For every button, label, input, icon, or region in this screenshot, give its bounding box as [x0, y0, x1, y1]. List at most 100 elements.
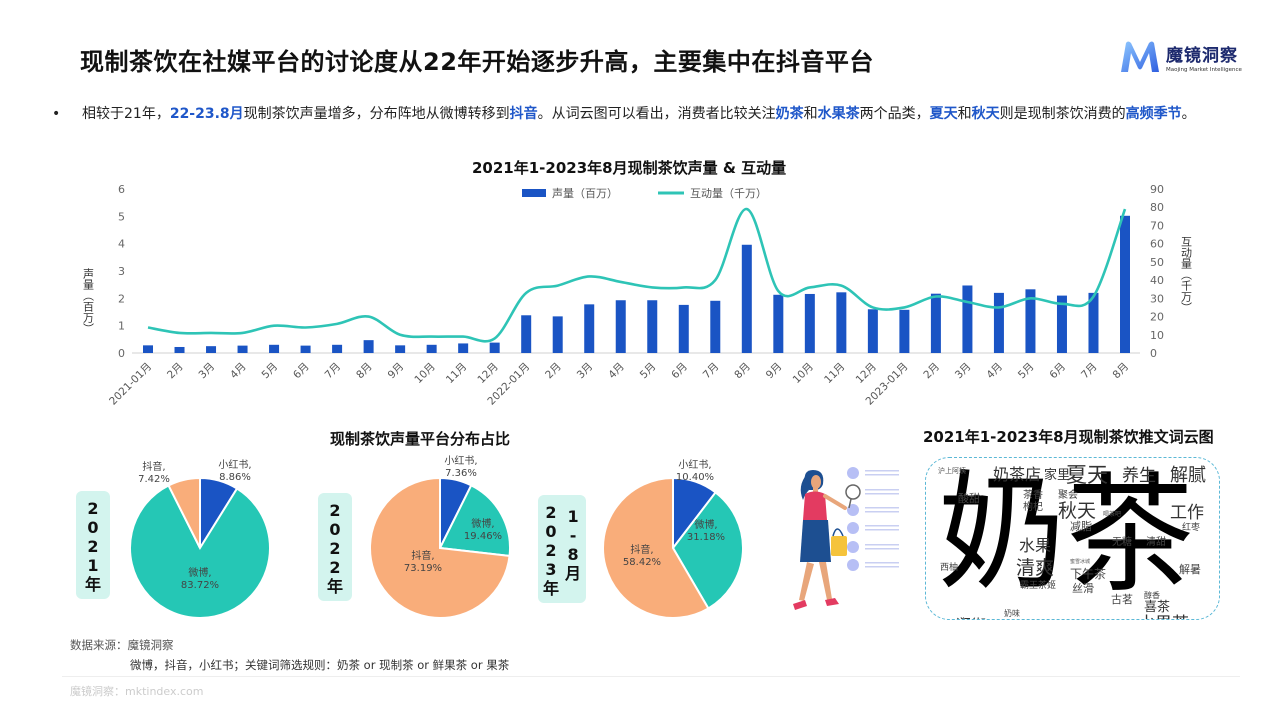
- year-char: 2: [545, 541, 557, 560]
- x-tick-label: 7月: [701, 361, 722, 382]
- wordcloud-word: 夏天: [1066, 463, 1108, 487]
- pie-label-name: 微博,: [471, 517, 494, 530]
- bar: [993, 292, 1004, 353]
- y-tick-label: 3: [118, 265, 125, 278]
- pie-label-value: 7.36%: [445, 468, 477, 479]
- legend-line-label: 互动量（千万）: [690, 187, 767, 200]
- x-tick-label: 10月: [412, 361, 437, 386]
- year-char: 2: [87, 537, 99, 556]
- highlight-keyword: 22-23.8月: [169, 106, 244, 122]
- summary-fragment: 和: [957, 106, 972, 122]
- wordcloud-word: 家里: [1044, 468, 1071, 483]
- wordcloud-word: 酸甜: [958, 492, 980, 505]
- bar: [458, 343, 469, 353]
- pie-chart-2023: 小红书,10.40% 微博,31.18% 抖音,58.42%: [602, 458, 744, 619]
- pie-label-name: 微博,: [694, 518, 717, 531]
- wordcloud-word: 枸杞: [1023, 502, 1043, 513]
- x-tick-label: 4月: [228, 361, 249, 382]
- bar: [773, 294, 784, 353]
- wordcloud-word: 逛街: [956, 618, 986, 620]
- bar: [741, 244, 752, 353]
- wordcloud-word: 工作: [1170, 503, 1204, 523]
- year-char: 2: [329, 501, 341, 520]
- bar: [710, 300, 721, 353]
- year-char: 年: [84, 575, 101, 594]
- bar: [930, 293, 941, 353]
- year-char: 2: [545, 503, 557, 522]
- summary-fragment: 。: [1181, 106, 1196, 122]
- bar: [143, 345, 153, 353]
- summary-text: 相较于21年，22-23.8月现制茶饮声量增多，分布阵地从微博转移到抖音。从词云…: [82, 100, 1232, 128]
- bar: [836, 292, 847, 353]
- y2-tick-label: 50: [1150, 256, 1164, 269]
- y-tick-label: 4: [118, 238, 125, 251]
- wordcloud-word: 下午茶: [1070, 567, 1107, 581]
- x-tick-label: 12月: [475, 361, 500, 386]
- pie-label-value: 83.72%: [181, 580, 219, 591]
- magnifier-icon: [845, 484, 861, 500]
- pie-label-value: 10.40%: [676, 472, 714, 483]
- x-tick-label: 4月: [606, 361, 627, 382]
- y-tick-label: 1: [118, 320, 125, 333]
- pie-label-value: 73.19%: [404, 563, 442, 574]
- x-tick-label: 4月: [984, 361, 1005, 382]
- wordcloud-word: 解腻: [1170, 465, 1206, 486]
- x-tick-label: 2月: [165, 361, 186, 382]
- wordcloud-word: 喜茶: [1144, 600, 1171, 615]
- x-tick-label: 10月: [791, 361, 816, 386]
- x-tick-label: 7月: [323, 361, 344, 382]
- y2-axis-label: 互动量（千万）: [1180, 236, 1193, 313]
- highlight-keyword: 奶茶: [775, 106, 804, 122]
- wordcloud-word: 解暑: [1179, 563, 1201, 576]
- pie-label-name: 小红书,: [444, 455, 477, 467]
- x-tick-label: 3月: [953, 361, 974, 382]
- highlight-keyword: 抖音: [509, 106, 538, 122]
- pie-label-value: 31.18%: [687, 532, 725, 543]
- x-tick-label: 12月: [854, 361, 879, 386]
- bar: [489, 342, 500, 353]
- legend-bar-swatch: [522, 189, 546, 197]
- month-char: 8: [567, 545, 579, 564]
- pie-label-name: 小红书,: [678, 458, 711, 471]
- y2-tick-label: 60: [1150, 238, 1164, 251]
- bar: [1056, 295, 1067, 353]
- logo-en-text: Maojing Market Intelligence: [1166, 67, 1242, 73]
- summary-fragment: 则是现制茶饮消费的: [999, 106, 1126, 122]
- bar: [867, 309, 878, 353]
- x-tick-label: 8月: [732, 361, 753, 382]
- pie-label-value: 58.42%: [623, 557, 661, 568]
- data-source: 数据来源：魔镜洞察 微博，抖音，小红书；关键词筛选规则：奶茶 or 现制茶 or…: [70, 635, 509, 675]
- bar: [962, 285, 973, 353]
- y2-tick-label: 70: [1150, 219, 1164, 232]
- y-tick-label: 2: [118, 292, 125, 305]
- wordcloud-word: 茶: [1066, 461, 1195, 610]
- wordcloud-word: 古茗: [1111, 593, 1133, 606]
- bar: [584, 304, 595, 353]
- bar: [804, 293, 815, 353]
- pie-label-value: 8.86%: [219, 472, 251, 483]
- x-tick-label: 7月: [1079, 361, 1100, 382]
- pie-slice: [369, 476, 511, 619]
- wordcloud-title: 2021年1-2023年8月现制茶饮推文词云图: [923, 428, 1214, 446]
- highlight-keyword: 水果茶: [817, 106, 860, 122]
- pie-slice: [129, 484, 271, 619]
- wordcloud-word: 沪上阿姨: [938, 467, 966, 475]
- x-tick-label: 2月: [921, 361, 942, 382]
- pie-slice: [438, 484, 511, 558]
- page-title: 现制茶饮在社媒平台的讨论度从22年开始逐步升高，主要集中在抖音平台: [80, 48, 874, 76]
- pie-chart-2022: 小红书,7.36% 微博,19.46% 抖音,73.19%: [369, 455, 511, 619]
- brand-logo: 魔镜洞察 Maojing Market Intelligence: [1118, 40, 1242, 74]
- y-axis-label: 声量（百万）: [82, 267, 95, 334]
- y2-tick-label: 20: [1150, 311, 1164, 324]
- pie-slice: [671, 491, 744, 610]
- summary-fragment: 相较于21年，: [82, 106, 170, 122]
- source-line-1: 数据来源：魔镜洞察: [70, 638, 174, 652]
- bar: [363, 340, 374, 353]
- bar: [521, 315, 532, 353]
- interaction-line: [147, 207, 1127, 343]
